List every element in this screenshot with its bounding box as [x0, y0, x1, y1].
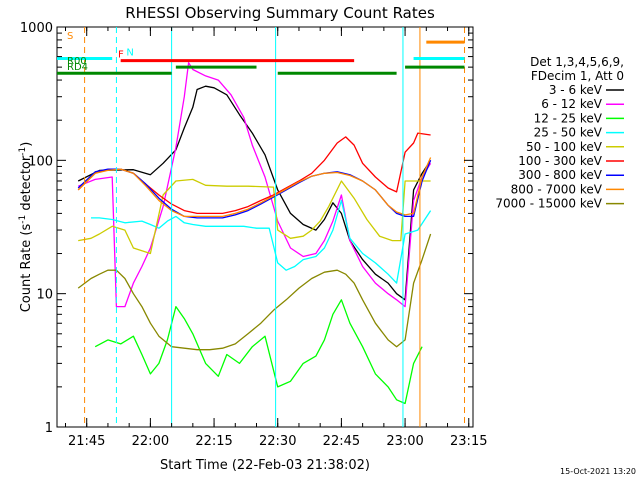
x-tick-label-22-15: 22:15	[195, 434, 232, 449]
legend-header-line-1: Det 1,3,4,5,6,9,	[530, 55, 624, 69]
bar-label-s: S	[67, 31, 73, 42]
legend-label-50-100-kev: 50 - 100 keV	[526, 140, 603, 154]
x-tick-label-22-00: 22:00	[132, 434, 169, 449]
chart-title: RHESSI Observing Summary Count Rates	[125, 4, 435, 22]
axes: 21:45 22:00 22:15 22:30 22:45 23:00 23:15 1 10 10…	[20, 21, 488, 449]
legend-label-12-25-kev: 12 - 25 keV	[534, 111, 603, 125]
y-axis-label-sup1: -1	[18, 215, 28, 224]
legend-label-100-300-kev: 100 - 300 keV	[518, 154, 602, 168]
legend-label-800-7000-kev: 800 - 7000 keV	[511, 182, 603, 196]
y-tick-label-1: 1	[45, 421, 53, 436]
x-axis-label: Start Time (22-Feb-03 21:38:02)	[160, 458, 370, 473]
y-axis-label-mid: detector	[19, 155, 34, 215]
y-tick-label-100: 100	[28, 154, 53, 169]
x-tick-label-23-15: 23:15	[450, 434, 487, 449]
series-line-12-25-kev	[94, 299, 423, 405]
legend: Det 1,3,4,5,6,9, FDecim 1, Att 0 3 - 6 k…	[495, 55, 624, 211]
legend-label-6-12-kev: 6 - 12 keV	[541, 97, 603, 111]
legend-label-25-50-kev: 25 - 50 keV	[534, 126, 603, 140]
bar-label-r00: R00	[67, 56, 87, 67]
bar-label-f: F	[118, 50, 124, 61]
legend-label-7000-15000-kev: 7000 - 15000 keV	[495, 197, 602, 211]
legend-label-300-800-kev: 300 - 800 keV	[518, 168, 602, 182]
x-tick-label-22-30: 22:30	[259, 434, 296, 449]
bar-label-rd4: RD4	[67, 62, 88, 73]
y-axis-label-main: Count Rate (s	[19, 224, 34, 313]
x-tick-label-23-00: 23:00	[386, 434, 423, 449]
y-axis-label-end: )	[19, 142, 34, 147]
bar-label-n: N	[126, 48, 133, 59]
plot-frame	[56, 26, 474, 428]
series-line-25-50-kev	[91, 199, 432, 284]
x-tick-label-22-45: 22:45	[323, 434, 360, 449]
y-tick-label-1000: 1000	[20, 21, 53, 36]
series-group	[77, 62, 432, 405]
timestamp: 15-Oct-2021 13:20	[560, 467, 636, 476]
legend-header-line-2: FDecim 1, Att 0	[531, 69, 624, 83]
series-line-50-100-kev	[78, 178, 431, 255]
series-line-7000-15000-kev	[77, 233, 432, 351]
vertical-marker-lines	[84, 27, 466, 427]
y-axis-label-sup2: -1	[18, 147, 28, 156]
series-line-800-7000-kev	[77, 157, 432, 218]
y-axis-label: Count Rate (s-1 detector-1)	[18, 142, 34, 313]
x-tick-label-21-45: 21:45	[68, 434, 105, 449]
y-tick-label-10: 10	[36, 288, 53, 303]
series-line-6-12-kev	[77, 62, 432, 308]
legend-label-3-6-kev: 3 - 6 keV	[549, 83, 603, 97]
